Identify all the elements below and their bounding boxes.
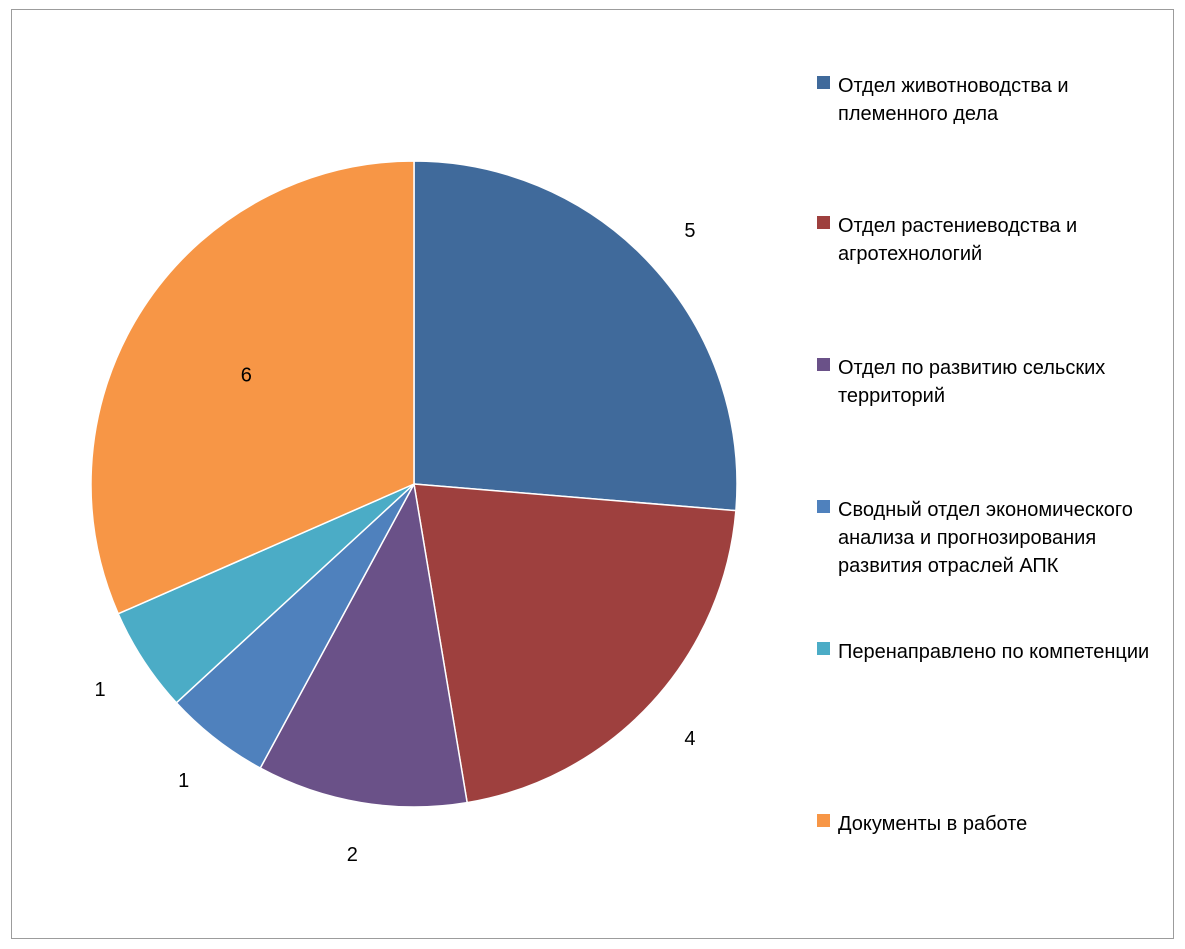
data-label-1: 5 xyxy=(684,220,695,242)
legend-swatch xyxy=(817,76,830,89)
data-label-5: 1 xyxy=(95,679,106,701)
legend-swatch xyxy=(817,814,830,827)
legend-label: Перенаправлено по компетенции xyxy=(838,641,1150,663)
data-label-3: 2 xyxy=(347,844,358,866)
legend-label: Сводный отдел экономического анализа и п… xyxy=(838,499,1133,577)
data-label-2: 4 xyxy=(684,728,695,750)
data-label-4: 1 xyxy=(178,770,189,792)
legend-swatch xyxy=(817,500,830,513)
legend-label: Отдел растениеводства и агротехнологий xyxy=(838,215,1078,265)
legend-label: Документы в работе xyxy=(838,813,1028,835)
legend-swatch xyxy=(817,216,830,229)
pie-slice-1 xyxy=(413,160,738,512)
pie-slice-2 xyxy=(413,483,737,804)
legend-label: Отдел животноводства и племенного дела xyxy=(838,75,1069,125)
data-label-6: 6 xyxy=(241,364,252,386)
legend-swatch xyxy=(817,642,830,655)
pie-slice-3 xyxy=(259,481,469,808)
legend-swatch xyxy=(817,358,830,371)
legend-label: Отдел по развитию сельских территорий xyxy=(838,357,1106,407)
pie-slice-6 xyxy=(90,160,415,615)
